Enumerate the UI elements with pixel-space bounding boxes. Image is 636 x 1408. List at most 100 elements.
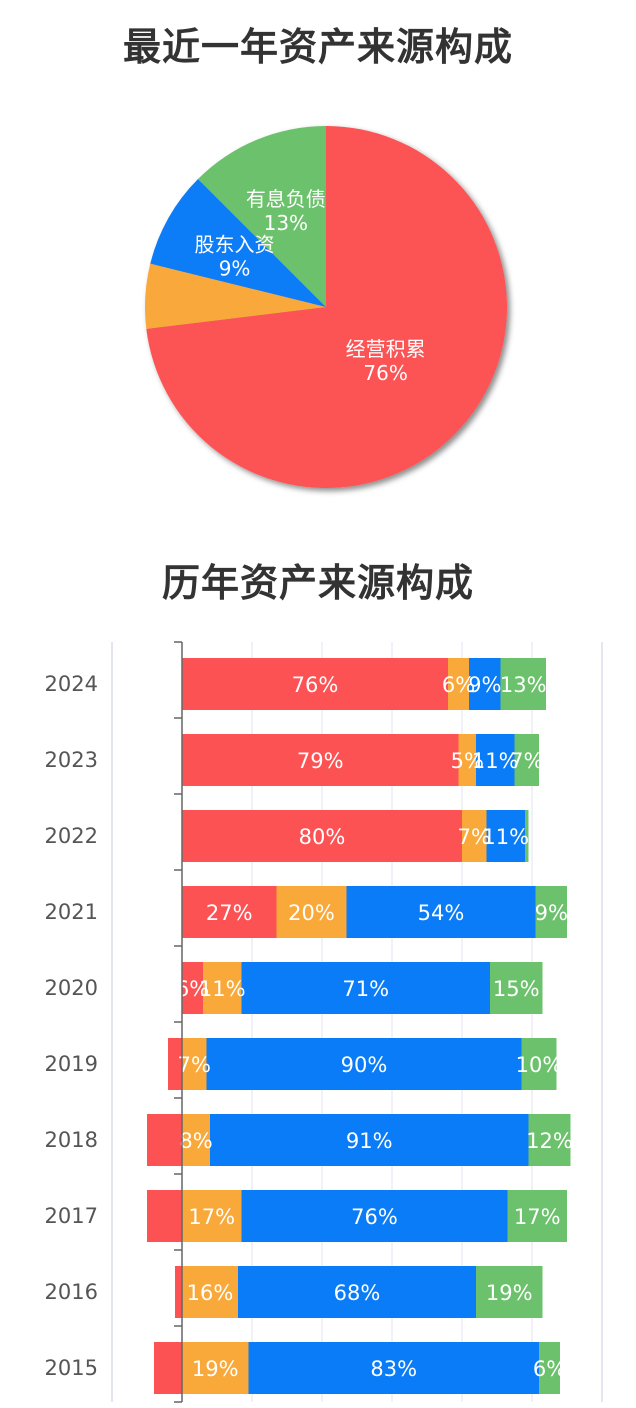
- bar-segment[interactable]: [147, 1114, 182, 1166]
- bar-segment-label: 17%: [514, 1205, 561, 1229]
- bar-segment[interactable]: [182, 886, 277, 938]
- bar-segment[interactable]: [507, 1190, 568, 1242]
- bar-segment[interactable]: [346, 886, 536, 938]
- bar-segment[interactable]: [476, 734, 515, 786]
- bar-segment-label: 76%: [351, 1205, 398, 1229]
- bar-segment[interactable]: [175, 1266, 182, 1318]
- bar-segment[interactable]: [147, 1190, 182, 1242]
- bar-segment[interactable]: [500, 658, 547, 710]
- bar-segment-label: 20%: [288, 901, 335, 925]
- bar-segment-label: 80%: [299, 825, 346, 849]
- bar-segment[interactable]: [241, 962, 491, 1014]
- bar-segment-label: 7%: [510, 749, 543, 773]
- bar-segment[interactable]: [182, 1266, 238, 1318]
- bar-segment-label: 17%: [188, 1205, 235, 1229]
- year-label: 2021: [45, 900, 98, 924]
- bar-segment[interactable]: [168, 1038, 182, 1090]
- bar-segment[interactable]: [182, 810, 462, 862]
- bar-segment-label: 11%: [199, 977, 246, 1001]
- year-label: 2018: [45, 1128, 98, 1152]
- year-label: 2017: [45, 1204, 98, 1228]
- bar-segment-label: 13%: [500, 673, 547, 697]
- bar-segment[interactable]: [248, 1342, 540, 1394]
- bar-segment[interactable]: [210, 1114, 529, 1166]
- bar-segment[interactable]: [528, 1114, 571, 1166]
- bar-segment-label: 71%: [342, 977, 389, 1001]
- bar-segment[interactable]: [535, 886, 568, 938]
- pie-slice-name-label: 有息负债: [246, 187, 326, 211]
- bar-segment[interactable]: [182, 962, 203, 1014]
- year-label: 2023: [45, 748, 98, 772]
- bar-segment[interactable]: [182, 1342, 249, 1394]
- bar-segment-label: 12%: [526, 1129, 573, 1153]
- bar-segment[interactable]: [182, 1038, 207, 1090]
- bar-segment[interactable]: [276, 886, 347, 938]
- year-label: 2019: [45, 1052, 98, 1076]
- bars: [147, 658, 571, 1394]
- bar-segment[interactable]: [182, 658, 448, 710]
- y-axis: [174, 641, 183, 1403]
- bar-segment[interactable]: [476, 1266, 543, 1318]
- bar-segment-label: 9%: [468, 673, 501, 697]
- year-label: 2016: [45, 1280, 98, 1304]
- bar-segment[interactable]: [539, 1342, 560, 1394]
- bar-segment[interactable]: [490, 962, 543, 1014]
- bar-segment-label: 90%: [341, 1053, 388, 1077]
- bar-segment-label: 11%: [472, 749, 519, 773]
- bar-segment[interactable]: [462, 810, 487, 862]
- pie-slice-value-label: 9%: [219, 256, 251, 280]
- bar-segment[interactable]: [469, 658, 501, 710]
- pie-slice[interactable]: [150, 179, 326, 307]
- bar-segment[interactable]: [486, 810, 526, 862]
- bar-segment[interactable]: [182, 734, 459, 786]
- bar-segment[interactable]: [182, 1114, 210, 1166]
- bar-segment-label: 68%: [334, 1281, 381, 1305]
- bar-segment-label: 6%: [533, 1357, 566, 1381]
- bar-chart-title: 历年资产来源构成: [161, 560, 474, 605]
- year-label: 2020: [45, 976, 98, 1000]
- pie-slice-name-label: 股东入资: [195, 232, 275, 256]
- bar-segment-label: 16%: [187, 1281, 234, 1305]
- bar-segment-label: 19%: [486, 1281, 533, 1305]
- bar-segment[interactable]: [448, 658, 469, 710]
- bar-segment-label: 7%: [178, 1053, 211, 1077]
- bar-segment-label: 15%: [493, 977, 540, 1001]
- bar-segment-label: 79%: [297, 749, 344, 773]
- bar-segment-label: 5%: [451, 749, 484, 773]
- bar-segment-label: 9%: [535, 901, 568, 925]
- pie-slice-name-label: 经营积累: [346, 337, 426, 361]
- bar-segment[interactable]: [521, 1038, 557, 1090]
- bar-segment-label: 7%: [458, 825, 491, 849]
- pie-slice-value-label: 76%: [363, 361, 407, 385]
- bar-segment-label: 8%: [179, 1129, 212, 1153]
- pie-slice[interactable]: [146, 126, 507, 489]
- pie-slice[interactable]: [198, 126, 326, 307]
- pie-slices: [145, 126, 507, 489]
- bar-segment[interactable]: [241, 1190, 508, 1242]
- bar-segment-label: 54%: [418, 901, 465, 925]
- bar-segment[interactable]: [203, 962, 242, 1014]
- bar-segment-label: 76%: [292, 673, 339, 697]
- bar-segment[interactable]: [514, 734, 540, 786]
- year-label: 2022: [45, 824, 98, 848]
- bar-segment-label: 10%: [516, 1053, 563, 1077]
- bar-segment-label: 91%: [346, 1129, 393, 1153]
- bar-segment-label: 27%: [206, 901, 253, 925]
- year-label: 2024: [45, 672, 98, 696]
- bar-segment-label: 83%: [370, 1357, 417, 1381]
- bar-segment[interactable]: [238, 1266, 476, 1318]
- bar-segment[interactable]: [458, 734, 477, 786]
- pie-slice[interactable]: [145, 263, 326, 329]
- pie-chart-title: 最近一年资产来源构成: [122, 24, 513, 69]
- bar-segment-label: 6%: [442, 673, 475, 697]
- year-label: 2015: [45, 1356, 98, 1380]
- bar-segment-label: 19%: [192, 1357, 239, 1381]
- bar-segment[interactable]: [182, 1190, 242, 1242]
- bar-segment[interactable]: [154, 1342, 182, 1394]
- bar-segment-label: 11%: [482, 825, 529, 849]
- pie-slice-value-label: 13%: [264, 211, 308, 235]
- bar-segment[interactable]: [525, 810, 529, 862]
- bar-segment[interactable]: [206, 1038, 522, 1090]
